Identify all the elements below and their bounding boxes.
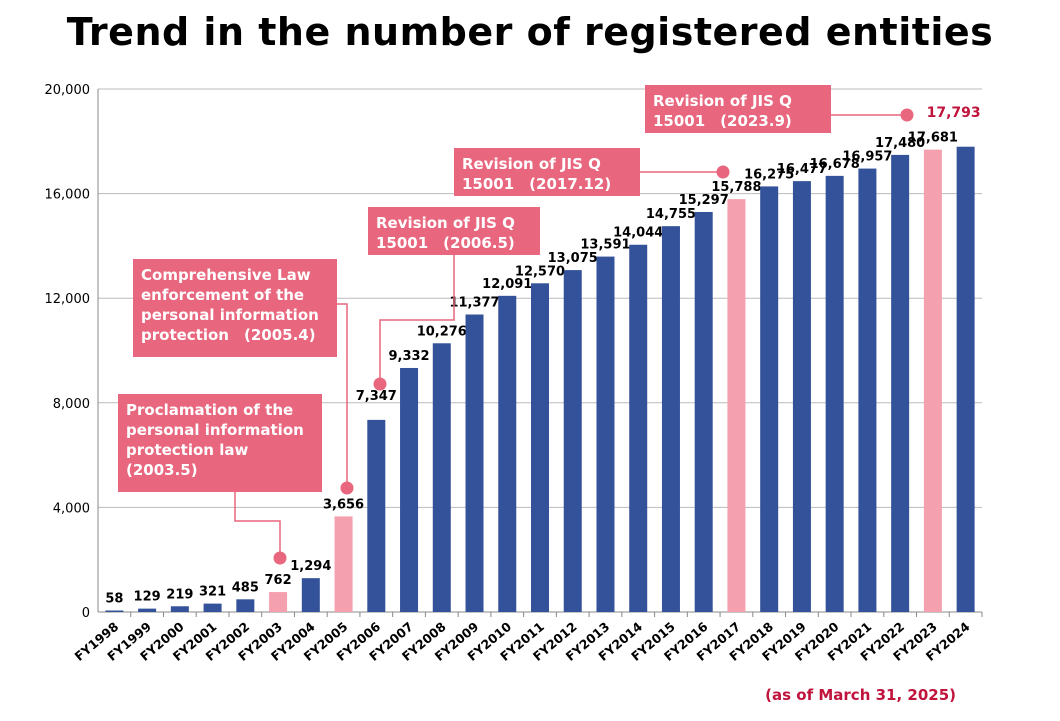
data-label-fy2003: 762 bbox=[265, 573, 292, 588]
data-label-fy2012: 13,075 bbox=[548, 251, 598, 266]
bar-fy2018 bbox=[760, 186, 779, 612]
annotation-dot bbox=[273, 551, 287, 565]
data-label-fy2016: 15,297 bbox=[679, 193, 729, 208]
data-label-fy2018: 16,275 bbox=[744, 167, 794, 182]
y-tick-label: 12,000 bbox=[45, 292, 91, 307]
data-label-fy2002: 485 bbox=[232, 580, 259, 595]
data-label-fy2010: 12,091 bbox=[482, 277, 532, 292]
data-label-fy2006: 7,347 bbox=[356, 389, 397, 404]
bar-fy2015 bbox=[661, 226, 680, 613]
annotation-jis-2017: Revision of JIS Q 15001 (2017.12) bbox=[454, 148, 640, 196]
data-label-fy1999: 129 bbox=[134, 590, 161, 605]
data-label-fy2011: 12,570 bbox=[515, 264, 565, 279]
bar-fy2013 bbox=[596, 256, 615, 612]
y-tick-label: 0 bbox=[82, 606, 90, 621]
connector-fy2006 bbox=[379, 255, 455, 384]
bar-fy2023 bbox=[923, 149, 942, 612]
y-tick-label: 16,000 bbox=[45, 188, 91, 203]
bar-fy2019 bbox=[792, 181, 811, 612]
bar-fy2022 bbox=[891, 154, 910, 612]
annotation-dot bbox=[373, 377, 387, 391]
bar-fy2002 bbox=[236, 599, 255, 612]
bar-fy2010 bbox=[498, 295, 517, 612]
annotation-dot bbox=[716, 165, 730, 179]
annotation-law-proclamation: Proclamation of the personal information… bbox=[118, 394, 322, 492]
data-label-fy2021: 16,957 bbox=[842, 150, 892, 165]
bar-fy2007 bbox=[400, 367, 419, 612]
data-label-fy2015: 14,755 bbox=[646, 207, 696, 222]
data-label-fy2013: 13,591 bbox=[580, 238, 630, 253]
bar-fy2006 bbox=[367, 419, 386, 612]
bar-fy2021 bbox=[858, 168, 877, 612]
data-label-fy2009: 11,377 bbox=[449, 295, 499, 310]
annotation-dot bbox=[900, 108, 914, 122]
bar-fy2017 bbox=[727, 199, 746, 612]
bar-fy2005 bbox=[334, 516, 353, 612]
bar-fy2008 bbox=[432, 343, 451, 612]
data-label-fy2024: 17,793 bbox=[927, 105, 981, 121]
bar-fy2016 bbox=[694, 211, 713, 612]
y-tick-label: 4,000 bbox=[53, 501, 90, 516]
data-label-fy2005: 3,656 bbox=[323, 497, 364, 512]
connector-fy2003 bbox=[234, 492, 281, 558]
data-label-fy2019: 16,477 bbox=[777, 162, 827, 177]
annotation-law-enforcement: Comprehensive Law enforcement of the per… bbox=[133, 259, 337, 357]
bar-fy2001 bbox=[203, 603, 222, 612]
as-of-date-footnote: (as of March 31, 2025) bbox=[765, 686, 956, 704]
data-label-fy2014: 14,044 bbox=[613, 226, 663, 241]
data-label-fy2020: 16,678 bbox=[810, 157, 860, 172]
connector-fy2005 bbox=[337, 303, 348, 488]
bar-fy2009 bbox=[465, 314, 484, 612]
bar-fy2011 bbox=[531, 283, 549, 612]
bar-fy2004 bbox=[301, 578, 320, 612]
bar-fy1999 bbox=[138, 608, 157, 612]
chart-title: Trend in the number of registered entiti… bbox=[66, 10, 994, 54]
bar-fy2014 bbox=[629, 244, 648, 613]
data-label-fy2017: 15,788 bbox=[711, 180, 761, 195]
data-label-fy2004: 1,294 bbox=[290, 559, 331, 574]
data-label-fy2022: 17,480 bbox=[875, 136, 925, 151]
y-tick-label: 8,000 bbox=[53, 397, 90, 412]
annotation-jis-2023: Revision of JIS Q 15001 (2023.9) bbox=[645, 85, 831, 133]
bar-fy2020 bbox=[825, 175, 844, 612]
data-label-fy2007: 9,332 bbox=[388, 349, 429, 364]
data-label-fy2001: 321 bbox=[199, 585, 226, 600]
data-label-fy2008: 10,276 bbox=[417, 324, 467, 339]
bar-fy2012 bbox=[563, 270, 582, 612]
annotation-dot bbox=[340, 481, 354, 495]
bar-fy2024 bbox=[956, 146, 975, 612]
annotation-jis-2006: Revision of JIS Q 15001 (2006.5) bbox=[368, 207, 540, 255]
data-label-fy2000: 219 bbox=[166, 587, 193, 602]
y-tick-label: 20,000 bbox=[45, 83, 91, 98]
data-label-fy1998: 58 bbox=[105, 591, 123, 606]
bar-fy1998 bbox=[105, 610, 124, 612]
bar-fy2000 bbox=[170, 606, 189, 612]
bar-fy2003 bbox=[269, 592, 288, 612]
data-label-fy2023: 17,681 bbox=[908, 131, 958, 146]
